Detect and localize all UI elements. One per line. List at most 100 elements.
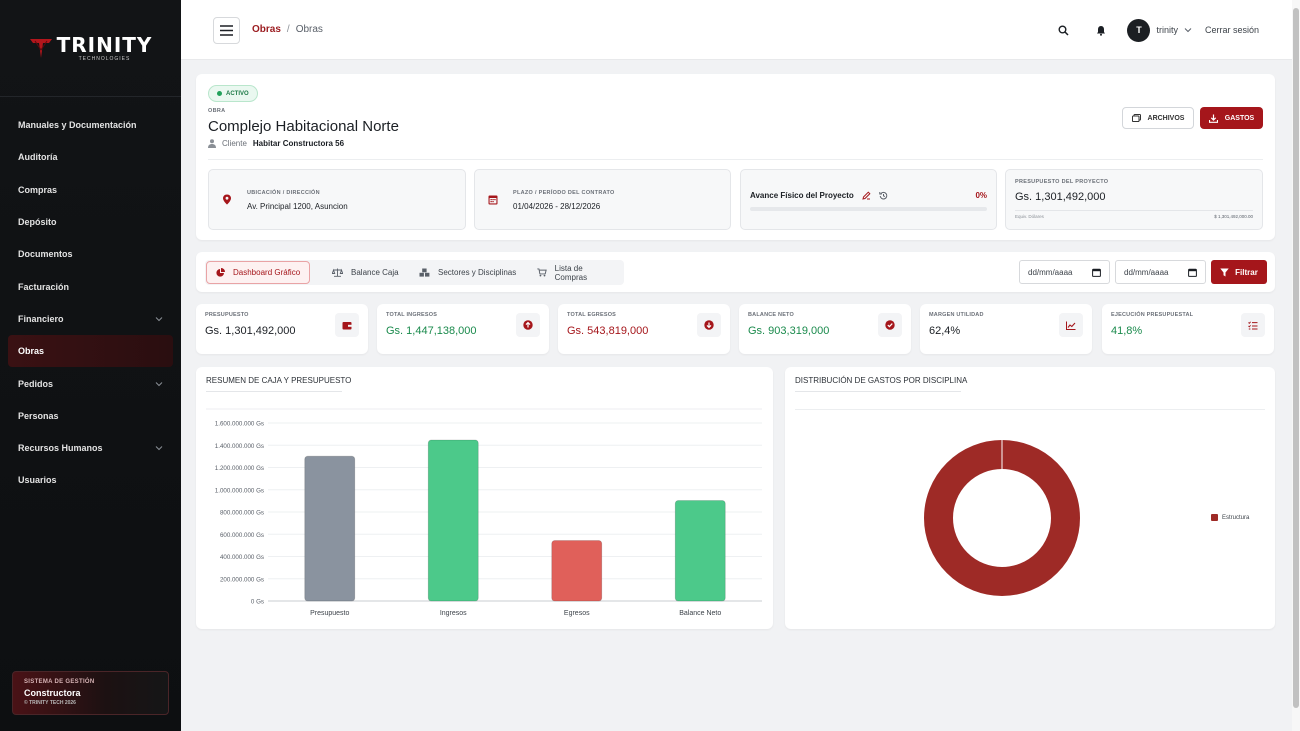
page-title: Complejo Habitacional Norte <box>208 118 399 135</box>
view-tabs: Dashboard Gráfico Balance Caja Sectores … <box>205 260 624 285</box>
kpi-icon-box <box>335 313 359 337</box>
progress-bar <box>750 207 987 211</box>
system-label: SISTEMA DE GESTIÓN <box>24 679 95 685</box>
sidebar-item-usuarios[interactable]: Usuarios <box>0 464 181 496</box>
archivos-button[interactable]: ARCHIVOS <box>1122 107 1194 129</box>
progress-percent: 0% <box>975 191 987 200</box>
kpi-icon-box <box>1059 313 1083 337</box>
sidebar-item-compras[interactable]: Compras <box>0 174 181 206</box>
kpi-total-egresos: TOTAL EGRESOS Gs. 543,819,000 <box>558 304 730 354</box>
kpi-balance-neto: BALANCE NETO Gs. 903,319,000 <box>739 304 911 354</box>
tab-sectores-disciplinas[interactable]: Sectores y Disciplinas <box>410 261 525 284</box>
check-circle-icon <box>885 320 895 330</box>
tab-dashboard-grafico[interactable]: Dashboard Gráfico <box>206 261 311 284</box>
sidebar-item-financiero[interactable]: Financiero <box>0 303 181 335</box>
images-icon <box>1131 114 1141 122</box>
x-tick-label: Balance Neto <box>679 610 721 617</box>
topbar-actions: T trinity Cerrar sesión <box>1055 17 1259 43</box>
filter-label: Filtrar <box>1235 267 1258 277</box>
bar-egresos <box>551 540 603 602</box>
cart-icon <box>537 268 547 277</box>
bar-ingresos <box>427 439 479 602</box>
budget-sub-label: Equiv. Dólares <box>1015 214 1044 219</box>
kpi-ejecucion-presupuestal: EJECUCIÓN PRESUPUESTAL 41,8% <box>1102 304 1274 354</box>
location-value: Av. Principal 1200, Asuncion <box>247 202 348 211</box>
history-icon[interactable] <box>879 191 888 200</box>
calendar-icon[interactable] <box>1092 268 1101 277</box>
chart-title: DISTRIBUCIÓN DE GASTOS POR DISCIPLINA <box>795 376 968 385</box>
brand: TRINITY TECHNOLOGIES <box>0 0 181 97</box>
sidebar-item-personas[interactable]: Personas <box>0 400 181 432</box>
sidebar-item-manuales[interactable]: Manuales y Documentación <box>0 109 181 141</box>
sidebar-item-facturacion[interactable]: Facturación <box>0 270 181 302</box>
chart-legend[interactable]: Estructura <box>1211 514 1249 521</box>
sidebar-item-recursos-humanos[interactable]: Recursos Humanos <box>0 432 181 464</box>
sidebar-item-documentos[interactable]: Documentos <box>0 238 181 270</box>
hamburger-icon <box>220 25 233 36</box>
progress-label: Avance Físico del Proyecto <box>750 191 854 200</box>
cubes-icon <box>419 268 430 277</box>
sidebar-item-auditoria[interactable]: Auditoría <box>0 141 181 173</box>
sidebar: TRINITY TECHNOLOGIES Manuales y Document… <box>0 0 181 731</box>
tab-label: Lista de Compras <box>554 263 588 282</box>
kpi-value: Gs. 903,319,000 <box>748 325 830 337</box>
avatar[interactable]: T <box>1127 18 1151 42</box>
menu-toggle-button[interactable] <box>213 17 240 44</box>
sidebar-item-deposito[interactable]: Depósito <box>0 206 181 238</box>
copyright: © TRINITY TECH 2026 <box>24 700 76 706</box>
kpi-label: EJECUCIÓN PRESUPUESTAL <box>1111 312 1194 318</box>
sidebar-item-obras[interactable]: Obras <box>8 335 173 368</box>
sidebar-nav: Manuales y Documentación Auditoría Compr… <box>0 97 181 497</box>
sidebar-item-label: Auditoría <box>18 152 58 163</box>
date-placeholder: dd/mm/aaaa <box>1028 267 1073 277</box>
bar-balance-neto <box>674 500 726 602</box>
sidebar-item-label: Financiero <box>18 313 64 324</box>
sidebar-item-pedidos[interactable]: Pedidos <box>0 367 181 399</box>
kpi-value: 62,4% <box>929 325 961 337</box>
calendar-icon[interactable] <box>1188 268 1197 277</box>
username[interactable]: trinity <box>1156 25 1178 35</box>
chevron-down-icon[interactable] <box>1184 26 1192 34</box>
system-info-box: SISTEMA DE GESTIÓN Constructora © TRINIT… <box>12 671 169 715</box>
kpi-value: 41,8% <box>1111 325 1143 337</box>
kpi-label: TOTAL INGRESOS <box>386 312 438 318</box>
client-name: Habitar Constructora 56 <box>252 139 345 148</box>
kpi-label: BALANCE NETO <box>748 312 794 318</box>
status-badge: ACTIVO <box>208 85 258 102</box>
budget-box: PRESUPUESTO DEL PROYECTO Gs. 1,301,492,0… <box>1005 169 1263 230</box>
kpi-label: PRESUPUESTO <box>205 312 249 318</box>
y-tick-label: 800.000.000 Gs <box>220 510 264 517</box>
scrollbar-thumb[interactable] <box>1293 8 1299 708</box>
status-dot-icon <box>217 91 222 96</box>
date-to-input[interactable]: dd/mm/aaaa <box>1115 260 1206 284</box>
page-scrollbar[interactable] <box>1292 0 1300 731</box>
sidebar-item-label: Facturación <box>18 281 70 292</box>
kpi-value: Gs. 1,301,492,000 <box>205 325 296 337</box>
progress-title: Avance Físico del Proyecto <box>750 191 888 200</box>
breadcrumb-link[interactable]: Obras <box>252 24 281 35</box>
tab-balance-caja[interactable]: Balance Caja <box>323 261 408 284</box>
date-from-input[interactable]: dd/mm/aaaa <box>1019 260 1110 284</box>
edit-icon[interactable] <box>862 191 871 200</box>
tab-lista-compras[interactable]: Lista de Compras <box>528 261 624 284</box>
period-box: PLAZO / PERÍODO DEL CONTRATO 01/04/2026 … <box>474 169 731 230</box>
sidebar-item-label: Compras <box>18 184 58 195</box>
y-tick-label: 200.000.000 Gs <box>220 576 264 583</box>
client-label: Cliente <box>222 139 247 148</box>
notifications-button[interactable] <box>1093 22 1109 38</box>
kpi-value: Gs. 1,447,138,000 <box>386 325 477 337</box>
gastos-button[interactable]: GASTOS <box>1200 107 1263 129</box>
period-label: PLAZO / PERÍODO DEL CONTRATO <box>513 190 615 196</box>
bar-chart: 0 Gs 200.000.000 Gs 400.000.000 Gs 600.000.… <box>206 408 762 617</box>
sidebar-item-label: Usuarios <box>18 475 57 486</box>
search-button[interactable] <box>1055 22 1071 38</box>
logout-link[interactable]: Cerrar sesión <box>1204 25 1259 35</box>
donut-chart <box>924 440 1080 596</box>
y-tick-label: 1.000.000.000 Gs <box>215 487 264 494</box>
obra-label: OBRA <box>208 108 226 114</box>
filter-button[interactable]: Filtrar <box>1211 260 1267 284</box>
sidebar-item-label: Pedidos <box>18 378 54 389</box>
sidebar-item-label: Documentos <box>18 249 73 260</box>
legend-label: Estructura <box>1222 514 1250 521</box>
location-label: UBICACIÓN / DIRECCIÓN <box>247 190 320 196</box>
